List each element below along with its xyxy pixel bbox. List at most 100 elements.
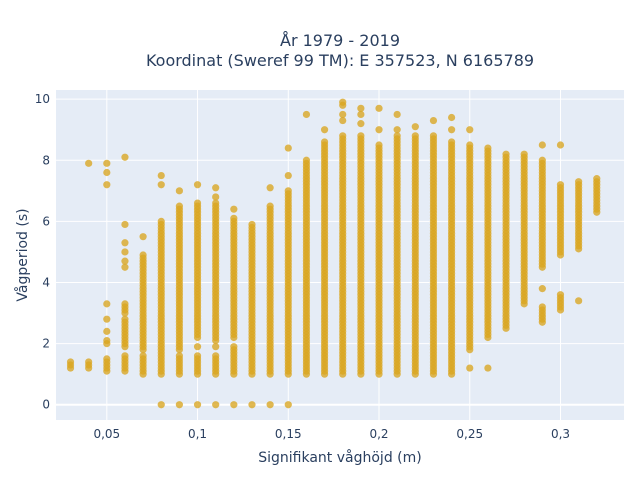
data-point xyxy=(538,156,546,164)
data-point xyxy=(357,120,365,128)
data-point xyxy=(538,303,546,311)
x-tick-label: 0,2 xyxy=(369,427,388,441)
data-point xyxy=(266,401,274,409)
data-point xyxy=(103,168,111,177)
data-point xyxy=(139,251,147,259)
data-point xyxy=(393,110,401,119)
data-point xyxy=(339,110,347,119)
data-point xyxy=(556,141,565,149)
x-tick-label: 0,3 xyxy=(551,427,570,441)
data-points xyxy=(66,98,601,409)
data-point xyxy=(212,352,220,360)
data-point xyxy=(466,126,474,134)
y-axis-ticks: 0 2 4 6 8 10 xyxy=(35,92,50,412)
data-point xyxy=(230,401,238,409)
x-tick-label: 0,05 xyxy=(93,427,120,441)
data-point xyxy=(429,116,438,125)
data-point xyxy=(375,141,383,149)
data-point xyxy=(484,364,492,372)
data-point xyxy=(284,171,292,180)
data-point xyxy=(103,181,111,189)
data-point xyxy=(121,263,129,271)
data-point xyxy=(266,184,274,192)
data-point xyxy=(121,352,129,360)
data-point xyxy=(66,358,75,366)
data-point xyxy=(375,126,383,134)
data-point xyxy=(429,132,438,140)
data-point xyxy=(375,104,383,112)
data-point xyxy=(121,153,129,161)
data-point xyxy=(212,184,220,192)
data-point xyxy=(538,285,546,293)
data-point xyxy=(121,300,129,308)
data-point xyxy=(357,104,365,112)
data-point xyxy=(103,355,111,363)
data-point xyxy=(103,336,111,345)
data-point xyxy=(121,248,129,256)
data-point xyxy=(121,315,129,323)
data-point xyxy=(157,217,165,225)
data-point xyxy=(121,220,129,229)
data-point xyxy=(157,401,165,409)
data-point xyxy=(139,233,147,241)
y-tick-label: 10 xyxy=(35,92,50,106)
data-point xyxy=(103,300,111,308)
data-point xyxy=(121,239,129,247)
data-point xyxy=(212,199,220,207)
data-point xyxy=(575,297,583,305)
y-axis-title: Vågperiod (s) xyxy=(14,208,31,301)
data-point xyxy=(411,123,419,131)
data-point xyxy=(212,193,220,201)
data-point xyxy=(121,257,129,265)
data-point xyxy=(175,352,183,360)
data-point xyxy=(339,132,347,140)
data-point xyxy=(103,315,111,323)
data-point xyxy=(448,113,456,122)
data-point xyxy=(157,171,165,180)
data-point xyxy=(175,187,183,195)
data-point xyxy=(103,327,111,335)
chart-title-line-2: Koordinat (Sweref 99 TM): E 357523, N 61… xyxy=(146,51,534,70)
data-point xyxy=(139,352,147,360)
data-point xyxy=(284,144,292,152)
data-point xyxy=(357,110,365,119)
data-point xyxy=(175,401,183,409)
data-point xyxy=(466,364,474,372)
data-point xyxy=(448,138,456,146)
data-point xyxy=(157,181,165,189)
x-tick-label: 0,15 xyxy=(275,427,302,441)
data-point xyxy=(556,181,565,189)
data-point xyxy=(538,141,546,149)
data-point xyxy=(212,343,220,351)
data-point xyxy=(520,150,528,158)
data-point xyxy=(193,352,202,360)
y-tick-label: 0 xyxy=(42,398,50,412)
data-point xyxy=(230,343,238,351)
data-point xyxy=(193,401,202,409)
data-point xyxy=(230,214,238,222)
data-point xyxy=(193,343,202,351)
y-tick-label: 2 xyxy=(42,337,50,351)
chart-title-line-1: År 1979 - 2019 xyxy=(280,31,400,50)
data-point xyxy=(103,159,111,167)
y-tick-label: 8 xyxy=(42,153,50,167)
data-point xyxy=(302,110,311,119)
data-point xyxy=(411,132,419,140)
data-point xyxy=(484,144,492,152)
data-point xyxy=(357,132,365,140)
data-point xyxy=(248,220,256,229)
data-point xyxy=(502,150,510,158)
data-point xyxy=(85,358,93,366)
data-point xyxy=(593,175,601,183)
x-axis-title: Signifikant våghöjd (m) xyxy=(258,449,421,466)
data-point xyxy=(284,187,292,195)
data-point xyxy=(575,178,583,186)
data-point xyxy=(393,132,401,140)
data-point xyxy=(466,141,474,149)
data-point xyxy=(85,159,93,167)
data-point xyxy=(266,202,274,210)
x-axis-ticks: 0,05 0,1 0,15 0,2 0,25 0,3 xyxy=(93,427,570,441)
data-point xyxy=(448,126,456,134)
data-point xyxy=(175,202,183,210)
